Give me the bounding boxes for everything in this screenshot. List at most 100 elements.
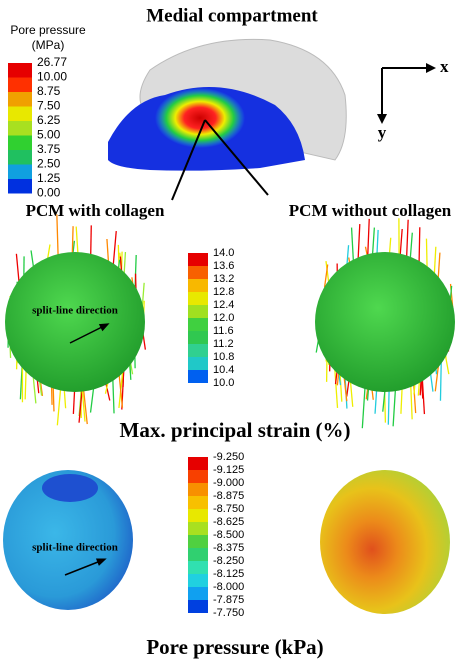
legend-label: 10.00 — [37, 70, 67, 84]
title: Medial compartment — [146, 5, 318, 26]
strain-fiber — [426, 239, 427, 269]
legend-label: 12.8 — [213, 286, 234, 298]
axis-label: y — [378, 123, 387, 142]
legend-label: 6.25 — [37, 113, 61, 127]
legend-swatch — [188, 535, 208, 548]
legend-swatch — [188, 266, 208, 279]
legend-swatch — [8, 78, 32, 93]
legend-label: 11.2 — [213, 338, 234, 350]
legend-swatch — [8, 107, 32, 122]
legend-swatch — [8, 136, 32, 151]
legend-swatch — [8, 150, 32, 165]
strain-fiber — [113, 377, 114, 413]
legend-label: 8.75 — [37, 84, 61, 98]
legend-label: -9.125 — [213, 464, 244, 476]
legend-label: -8.375 — [213, 542, 244, 554]
legend-swatch — [188, 357, 208, 370]
annotation: split-line direction — [32, 542, 118, 554]
legend-label: 26.77 — [37, 55, 67, 69]
strain-fiber — [362, 385, 365, 428]
legend-label: 5.00 — [37, 128, 61, 142]
strain-fiber — [440, 362, 441, 400]
legend-swatch — [188, 483, 208, 496]
axis-arrowheads — [377, 63, 436, 124]
legend-label: 14.0 — [213, 247, 234, 259]
page: x y Medial compartment Pore pressure (MP… — [0, 0, 469, 661]
strain-fiber — [368, 219, 370, 257]
legend-label: -8.250 — [213, 555, 244, 567]
strain-fiber — [388, 388, 389, 425]
legend-swatch — [8, 92, 32, 107]
caption: Pore pressure (kPa) — [146, 635, 323, 659]
legend-swatch — [188, 587, 208, 600]
legend-title: Pore pressure — [10, 23, 86, 37]
legend-label: 10.4 — [213, 364, 234, 376]
legend-swatch — [188, 318, 208, 331]
legend-label: 10.0 — [213, 377, 234, 389]
legend-swatch — [188, 253, 208, 266]
legend-swatch — [188, 292, 208, 305]
label: PCM with collagen — [26, 201, 165, 220]
legend-swatch — [188, 574, 208, 587]
legend-swatch — [188, 279, 208, 292]
legend-label: -8.500 — [213, 529, 244, 541]
strain-fiber — [377, 230, 378, 253]
strain-fiber — [113, 231, 116, 269]
cartilage — [108, 39, 346, 170]
legend-label: 7.50 — [37, 99, 61, 113]
legend-label: -7.750 — [213, 607, 244, 619]
legend-swatch — [188, 370, 208, 383]
legend-swatch — [8, 121, 32, 136]
legend-label: 1.25 — [37, 171, 61, 185]
annotation: split-line direction — [32, 305, 118, 317]
legend-label: -8.750 — [213, 503, 244, 515]
sphere — [315, 252, 455, 392]
legend-swatch — [188, 470, 208, 483]
legend-swatch — [188, 331, 208, 344]
legend-swatch — [8, 63, 32, 78]
legend-label: 12.0 — [213, 312, 234, 324]
legend-label: 10.8 — [213, 351, 234, 363]
legend-label: -8.875 — [213, 490, 244, 502]
legend-label: 12.4 — [213, 299, 234, 311]
strain-fiber — [407, 220, 409, 258]
legend-label: -8.625 — [213, 516, 244, 528]
legend-swatch — [188, 522, 208, 535]
strain-fiber — [393, 388, 395, 426]
label: PCM without collagen — [289, 201, 452, 220]
legend-swatch — [188, 509, 208, 522]
legend-label: -8.125 — [213, 568, 244, 580]
legend-swatch — [188, 457, 208, 470]
legend-label: 11.6 — [213, 325, 234, 337]
legend-label: -9.250 — [213, 451, 244, 463]
legend-swatch — [188, 344, 208, 357]
sphere — [5, 252, 145, 392]
figure: x y Medial compartment Pore pressure (MP… — [0, 0, 469, 661]
legend-label: -7.875 — [213, 594, 244, 606]
legend-swatch — [188, 600, 208, 613]
legend-label: -8.000 — [213, 581, 244, 593]
legend-swatch — [188, 305, 208, 318]
legend-label: 3.75 — [37, 142, 61, 156]
strain-fiber — [57, 214, 58, 258]
legend-swatch — [8, 179, 32, 194]
sphere — [320, 470, 450, 614]
strain-fiber — [400, 229, 402, 257]
legend-unit: (MPa) — [32, 38, 65, 52]
strain-fiber — [57, 387, 60, 425]
legend-swatch — [188, 548, 208, 561]
strain-fiber — [373, 228, 375, 255]
strain-fiber — [445, 354, 449, 374]
legend-label: 13.6 — [213, 260, 234, 272]
sphere — [42, 474, 98, 502]
axis-label: x — [440, 57, 449, 76]
legend-swatch — [188, 561, 208, 574]
strain-fiber — [33, 378, 36, 403]
legend-swatch — [8, 165, 32, 180]
caption: Max. principal strain (%) — [120, 418, 351, 442]
strain-fiber — [430, 373, 432, 392]
legend-swatch — [188, 496, 208, 509]
strain-fiber — [419, 227, 420, 264]
legend-label: 2.50 — [37, 157, 61, 171]
legend-label: 13.2 — [213, 273, 234, 285]
